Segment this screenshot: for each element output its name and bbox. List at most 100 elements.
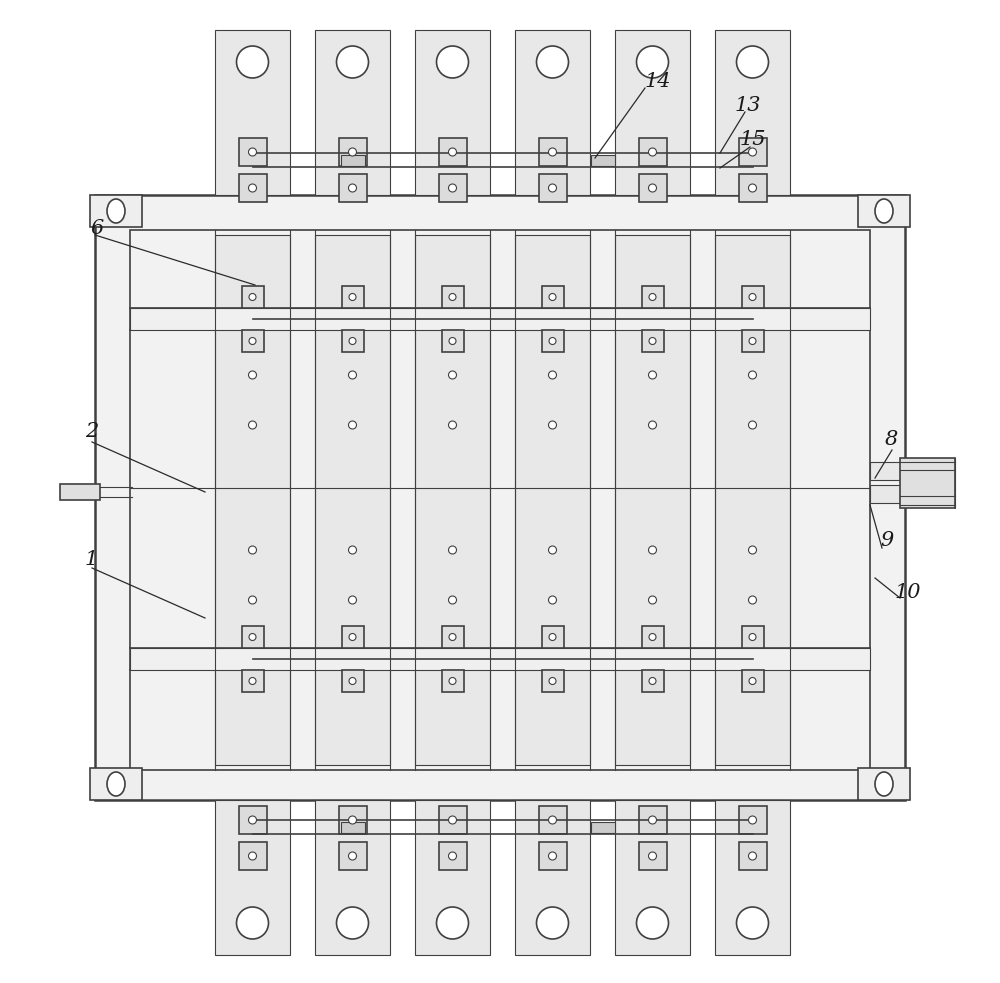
Bar <box>338 174 366 202</box>
Circle shape <box>648 148 656 156</box>
Bar <box>538 174 566 202</box>
Circle shape <box>548 816 556 824</box>
Bar <box>742 286 764 308</box>
Bar <box>340 155 364 166</box>
Circle shape <box>237 907 268 939</box>
Bar <box>90 768 142 800</box>
Bar <box>742 626 764 648</box>
Circle shape <box>549 633 556 641</box>
Circle shape <box>748 148 757 156</box>
Circle shape <box>549 677 556 684</box>
Circle shape <box>349 596 356 604</box>
Circle shape <box>548 371 556 379</box>
Circle shape <box>649 294 656 301</box>
Circle shape <box>349 633 356 641</box>
Circle shape <box>748 596 757 604</box>
Bar <box>60 484 100 500</box>
Bar <box>338 842 366 870</box>
Circle shape <box>648 371 656 379</box>
Circle shape <box>448 546 456 554</box>
Circle shape <box>748 546 757 554</box>
Circle shape <box>749 677 756 684</box>
Bar <box>342 286 364 308</box>
Bar <box>858 195 910 227</box>
Bar <box>715 30 790 195</box>
Circle shape <box>349 677 356 684</box>
Bar <box>515 235 590 765</box>
Ellipse shape <box>107 772 125 796</box>
Bar <box>438 806 466 834</box>
Circle shape <box>748 421 757 429</box>
Bar <box>315 800 390 955</box>
Bar <box>442 330 464 352</box>
Circle shape <box>749 337 756 344</box>
Bar <box>442 670 464 692</box>
Bar <box>642 330 664 352</box>
Bar <box>242 286 264 308</box>
Bar <box>642 286 664 308</box>
Bar <box>515 30 590 195</box>
Circle shape <box>736 46 768 78</box>
Circle shape <box>637 907 668 939</box>
Text: 8: 8 <box>885 431 898 449</box>
Text: 13: 13 <box>735 96 762 115</box>
Bar <box>130 308 870 330</box>
Bar <box>239 138 266 166</box>
Text: 9: 9 <box>880 531 893 549</box>
Circle shape <box>748 816 757 824</box>
Circle shape <box>448 421 456 429</box>
Circle shape <box>249 677 256 684</box>
Circle shape <box>349 337 356 344</box>
Circle shape <box>448 852 456 860</box>
Circle shape <box>249 337 256 344</box>
Circle shape <box>448 148 456 156</box>
Circle shape <box>648 184 656 192</box>
Circle shape <box>349 184 356 192</box>
Circle shape <box>649 677 656 684</box>
Circle shape <box>349 546 356 554</box>
Circle shape <box>548 596 556 604</box>
Circle shape <box>248 148 256 156</box>
Bar <box>442 626 464 648</box>
Bar <box>870 485 900 503</box>
Circle shape <box>648 816 656 824</box>
Bar <box>642 626 664 648</box>
Circle shape <box>448 596 456 604</box>
Bar <box>242 670 264 692</box>
Circle shape <box>448 371 456 379</box>
Bar <box>738 174 767 202</box>
Circle shape <box>349 294 356 301</box>
Circle shape <box>248 596 256 604</box>
Circle shape <box>248 816 256 824</box>
Bar <box>542 626 564 648</box>
Bar <box>639 806 666 834</box>
Circle shape <box>249 633 256 641</box>
Circle shape <box>749 294 756 301</box>
Bar <box>342 330 364 352</box>
Bar <box>242 330 264 352</box>
Bar <box>642 670 664 692</box>
Circle shape <box>648 421 656 429</box>
Circle shape <box>449 677 456 684</box>
Circle shape <box>248 421 256 429</box>
Circle shape <box>248 852 256 860</box>
Circle shape <box>548 852 556 860</box>
Circle shape <box>336 907 368 939</box>
Circle shape <box>349 148 356 156</box>
Circle shape <box>648 852 656 860</box>
Circle shape <box>237 46 268 78</box>
Circle shape <box>436 46 468 78</box>
Bar <box>338 138 366 166</box>
Circle shape <box>448 816 456 824</box>
Bar <box>538 842 566 870</box>
Bar <box>438 138 466 166</box>
Bar <box>715 235 790 765</box>
Bar <box>900 458 955 508</box>
Bar <box>315 30 390 195</box>
Bar <box>215 800 290 955</box>
Text: 10: 10 <box>895 583 922 602</box>
Circle shape <box>748 852 757 860</box>
Circle shape <box>648 546 656 554</box>
Circle shape <box>436 907 468 939</box>
Bar <box>590 822 614 833</box>
